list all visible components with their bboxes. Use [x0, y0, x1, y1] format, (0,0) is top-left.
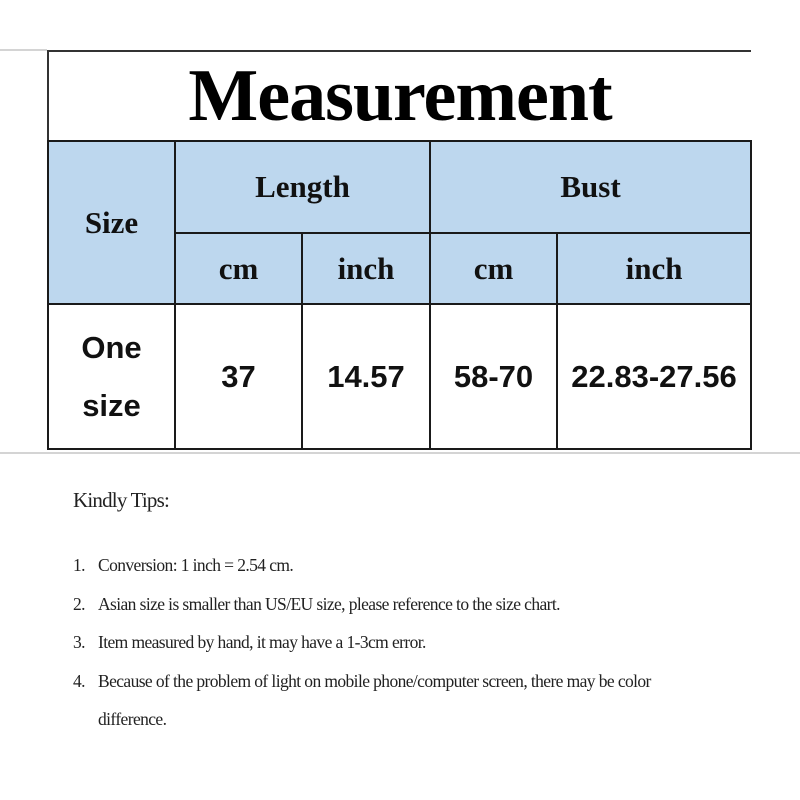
- tip-text: Asian size is smaller than US/EU size, p…: [98, 593, 561, 614]
- cell-bust-inch: 22.83-27.56: [555, 303, 753, 450]
- size-chart-table: Measurement Size Length Bust cm inch cm …: [46, 50, 753, 450]
- header-bust-cm: cm: [429, 232, 558, 305]
- tip-number: 2.: [73, 593, 86, 614]
- tip-item: 3. Item measured by hand, it may have a 1…: [73, 623, 678, 662]
- tip-item: 4. Because of the problem of light on mob…: [73, 662, 678, 739]
- header-length-cm: cm: [174, 232, 303, 305]
- header-length-inch: inch: [301, 232, 431, 305]
- cell-bust-cm: 58-70: [429, 303, 558, 450]
- table-row: One size 37 14.57 58-70 22.83-27.56: [47, 303, 753, 450]
- tip-text: Item measured by hand, it may have a 1-3…: [98, 632, 426, 652]
- header-length: Length: [174, 140, 431, 234]
- header-bust: Bust: [428, 140, 753, 234]
- tips-title: Kindly Tips:: [73, 488, 170, 512]
- tip-number: 1.: [73, 555, 86, 575]
- tip-text: Because of the problem of light on mobil…: [98, 670, 651, 730]
- cell-length-inch: 14.57: [301, 303, 431, 450]
- cell-size: One size: [47, 303, 176, 450]
- divider-bottom: [0, 452, 800, 454]
- tip-text: Conversion: 1 inch = 2.54 cm.: [98, 555, 294, 575]
- divider-top: [0, 49, 47, 51]
- tip-number: 3.: [73, 632, 86, 652]
- header-bust-inch: inch: [555, 232, 753, 305]
- tip-item: 2. Asian size is smaller than US/EU size,…: [73, 585, 678, 624]
- tips-section: Kindly Tips: 1. Conversion: 1 inch = 2.54…: [73, 488, 678, 739]
- header-size: Size: [47, 140, 176, 305]
- tips-list: 1. Conversion: 1 inch = 2.54 cm. 2. Asian …: [73, 546, 678, 739]
- cell-length-cm: 37: [174, 303, 303, 450]
- tip-item: 1. Conversion: 1 inch = 2.54 cm.: [73, 546, 678, 585]
- table-title: Measurement: [46, 50, 752, 142]
- tip-number: 4.: [73, 670, 86, 691]
